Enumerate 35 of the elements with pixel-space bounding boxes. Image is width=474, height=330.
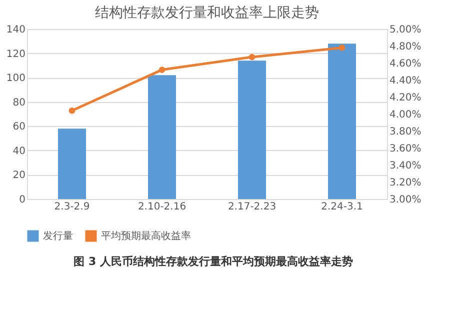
x-tick-label: 2.10-2.16	[138, 202, 186, 212]
y2-tick-label: 4.80%	[390, 42, 422, 52]
chart-title: 结构性存款发行量和收益率上限走势	[95, 5, 319, 21]
y-tick-label: 20	[12, 170, 26, 182]
y-tick-label: 40	[12, 146, 26, 157]
y-tick-label: 60	[12, 122, 26, 133]
point	[338, 44, 346, 51]
x-tick-label: 2.3-2.9	[54, 202, 90, 212]
y2-tick-label: 3.80%	[390, 126, 422, 138]
y2-tick-label: 3.40%	[390, 160, 422, 172]
y-tick-label: 140	[6, 24, 26, 36]
legend-label: 平均预期最高收益率	[101, 230, 191, 242]
legend-label: 发行量	[43, 231, 73, 242]
bar	[328, 44, 356, 199]
y2-tick-label: 5.00%	[390, 24, 422, 36]
y-tick-label: 100	[6, 73, 26, 84]
caption: 图 3 人民币结构性存款发行量和平均预期最高收益率走势	[74, 255, 354, 268]
bar	[148, 75, 176, 199]
y-tick-label: 0	[19, 194, 26, 206]
y2-tick-label: 3.20%	[390, 178, 422, 188]
y2-tick-label: 4.60%	[390, 58, 422, 70]
bar	[238, 60, 266, 199]
y2-tick-label: 3.60%	[390, 144, 422, 154]
y-tick-label: 80	[12, 97, 26, 108]
bar	[58, 128, 86, 199]
y2-tick-label: 3.00%	[390, 194, 422, 206]
y2-tick-label: 4.00%	[390, 110, 422, 120]
point	[68, 107, 76, 114]
y-tick-label: 120	[6, 48, 26, 60]
point	[248, 54, 256, 60]
x-tick-label: 2.24-3.1	[321, 202, 363, 212]
x-tick-label: 2.17-2.23	[228, 202, 276, 212]
y2-tick-label: 4.20%	[390, 92, 422, 104]
point	[158, 66, 166, 73]
y2-tick-label: 4.40%	[390, 76, 422, 86]
